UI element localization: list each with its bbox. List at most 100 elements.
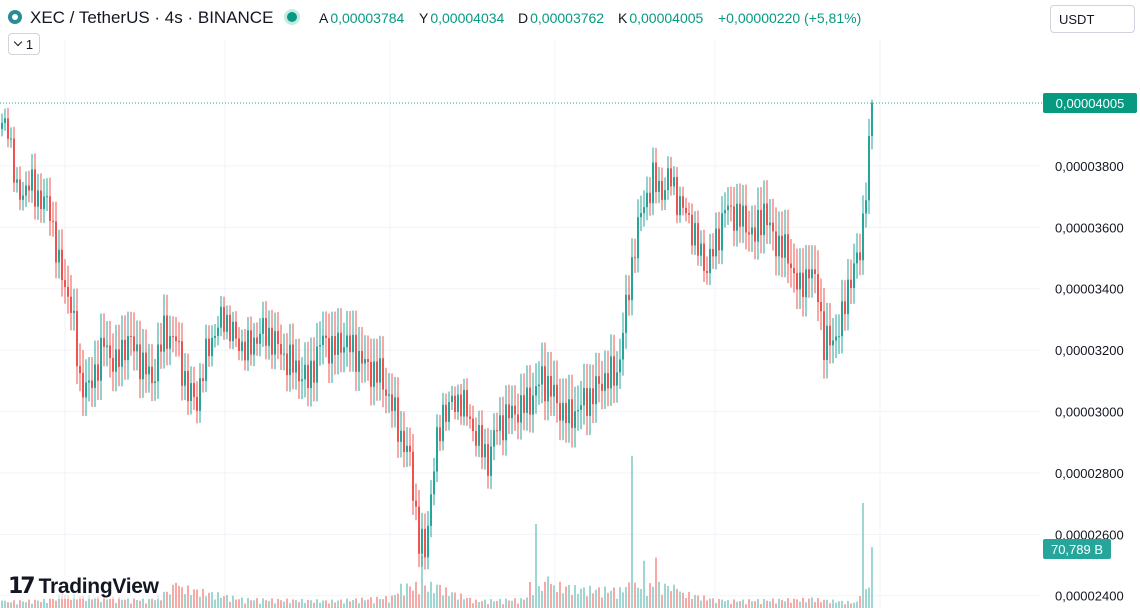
- volume-bar: [415, 581, 417, 608]
- volume-bar: [484, 599, 486, 608]
- candle-body: [433, 471, 435, 495]
- volume-bar: [73, 594, 75, 608]
- volume-bar: [208, 592, 210, 608]
- volume-bar: [583, 587, 585, 608]
- candle-body: [637, 217, 639, 259]
- volume-bar: [319, 602, 321, 608]
- candle-body: [70, 296, 72, 313]
- candle-body: [409, 445, 411, 452]
- candle-body: [46, 196, 48, 198]
- candle-body: [334, 336, 336, 355]
- volume-bar: [559, 581, 561, 608]
- volume-bar: [1, 600, 3, 608]
- volume-bar: [700, 600, 702, 608]
- candle-body: [151, 366, 153, 384]
- candle-body: [853, 263, 855, 288]
- volume-bar: [52, 598, 54, 608]
- candle-body: [286, 353, 288, 376]
- volume-bar: [733, 599, 735, 608]
- last-price-tag: [1043, 92, 1137, 113]
- volume-bar: [580, 588, 582, 608]
- collapse-indicators-button[interactable]: 1: [8, 33, 40, 55]
- candle-body: [373, 361, 375, 387]
- candle-body: [577, 409, 579, 412]
- volume-bar: [658, 581, 660, 608]
- volume-bar: [37, 600, 39, 608]
- candle-body: [16, 179, 18, 183]
- candle-body: [742, 205, 744, 227]
- candle-body: [535, 386, 537, 396]
- candle-body: [67, 286, 69, 297]
- candle-body: [832, 340, 834, 346]
- volume-bar: [385, 596, 387, 608]
- volume-bar: [463, 599, 465, 608]
- candle-body: [670, 168, 672, 187]
- candle-body: [769, 222, 771, 226]
- candle-body: [118, 349, 120, 367]
- volume-bar: [541, 590, 543, 608]
- currency-select[interactable]: USDT: [1050, 5, 1135, 33]
- xec-symbol-icon[interactable]: [8, 10, 22, 24]
- candle-body: [100, 337, 102, 381]
- volume-bar: [220, 597, 222, 608]
- tradingview-logo[interactable]: 17 TradingView: [8, 574, 159, 599]
- candle-body: [109, 345, 111, 358]
- candle-body: [370, 361, 372, 387]
- volume-bar: [496, 600, 498, 608]
- candle-body: [136, 344, 138, 352]
- candle-body: [469, 416, 471, 419]
- symbol-title[interactable]: XEC / TetherUS · 4s · BINANCE: [30, 8, 274, 27]
- volume-bar: [136, 599, 138, 608]
- volume-bar: [805, 602, 807, 608]
- candle-body: [772, 222, 774, 232]
- volume-bar: [325, 600, 327, 608]
- candle-body: [661, 180, 663, 200]
- volume-bar: [727, 599, 729, 608]
- candle-body: [709, 248, 711, 274]
- volume-bar: [793, 598, 795, 608]
- candle-body: [415, 500, 417, 507]
- candle-body: [727, 205, 729, 211]
- volume-bar: [625, 587, 627, 608]
- candle-body: [865, 200, 867, 214]
- volume-bar: [451, 592, 453, 608]
- price-axis-label: 0,00003400: [1055, 282, 1124, 297]
- volume-bar: [532, 595, 534, 608]
- volume-bar: [145, 603, 147, 608]
- volume-bar: [157, 594, 159, 608]
- volume-bar: [76, 599, 78, 608]
- volume-bar: [376, 596, 378, 608]
- volume-bar: [4, 600, 6, 608]
- ohlc-open-value: 0,00003784: [330, 10, 405, 26]
- candle-body: [307, 364, 309, 388]
- volume-bar: [334, 602, 336, 608]
- volume-bar: [589, 585, 591, 608]
- volume-bar: [475, 599, 477, 608]
- volume-bar: [628, 582, 630, 608]
- volume-bar: [781, 599, 783, 608]
- volume-bar: [652, 586, 654, 608]
- candle-body: [91, 380, 93, 388]
- volume-bar: [94, 597, 96, 608]
- candle-body: [664, 190, 666, 200]
- candle-body: [607, 373, 609, 389]
- volume-bar: [439, 584, 441, 608]
- candle-body: [28, 185, 30, 191]
- candle-body: [58, 249, 60, 263]
- candle-body: [526, 387, 528, 413]
- candle-body: [418, 506, 420, 554]
- volume-bar: [67, 595, 69, 608]
- volume-bar: [109, 598, 111, 608]
- market-status-icon[interactable]: [287, 12, 297, 22]
- volume-bar: [301, 598, 303, 608]
- volume-bar: [601, 597, 603, 608]
- candle-body: [61, 249, 63, 281]
- candle-body: [565, 402, 567, 424]
- volume-bar: [160, 600, 162, 608]
- volume-bar: [412, 590, 414, 608]
- candle-body: [421, 528, 423, 554]
- volume-bar: [340, 599, 342, 608]
- candle-body: [205, 338, 207, 381]
- volume-bar: [526, 597, 528, 608]
